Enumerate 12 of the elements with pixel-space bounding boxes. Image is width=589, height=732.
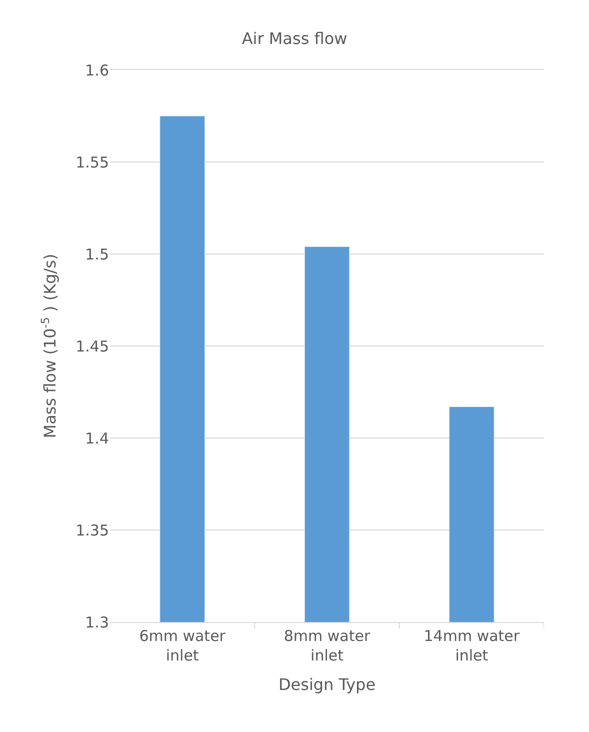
y-tick-label: 1.55 (76, 153, 109, 172)
y-tick-label: 1.3 (85, 613, 109, 632)
x-tick-label: 6mm water inlet (139, 627, 226, 664)
x-tick-label: 14mm water inlet (424, 627, 520, 664)
y-tick-label: 1.4 (85, 429, 109, 448)
x-tick-label: 8mm water inlet (284, 627, 371, 664)
y-tick-label: 1.35 (76, 521, 109, 540)
x-axis-title: Design Type (278, 675, 376, 694)
y-tick-label: 1.45 (76, 337, 109, 356)
y-tick-label: 1.5 (85, 245, 109, 264)
chart-title: Air Mass flow (242, 29, 348, 48)
y-tick-label: 1.6 (85, 61, 109, 80)
